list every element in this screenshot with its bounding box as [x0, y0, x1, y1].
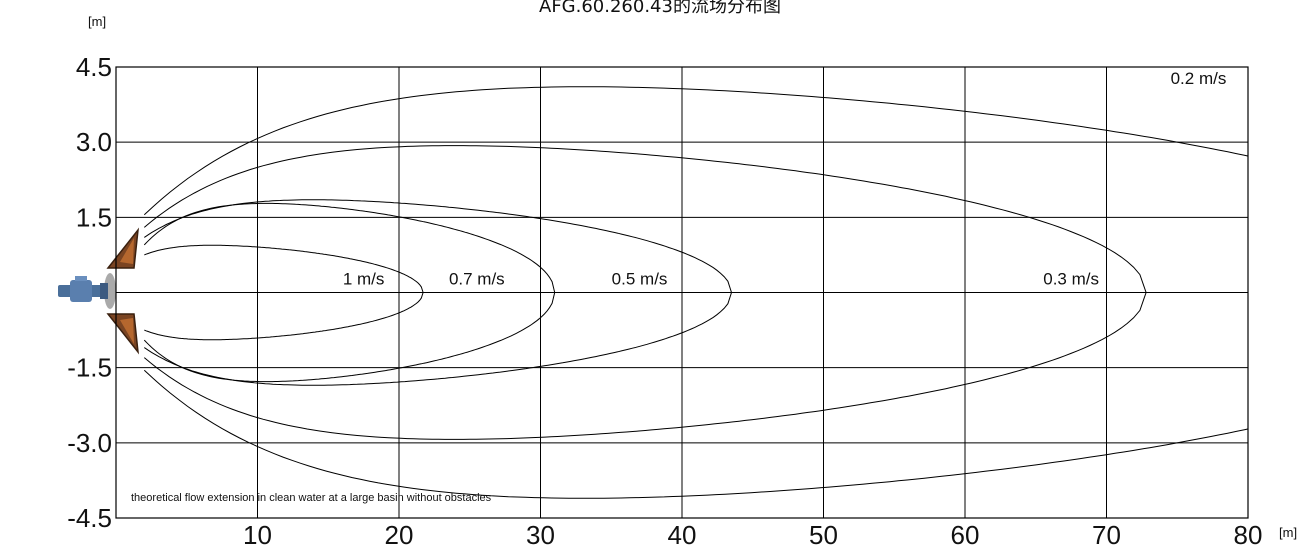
x-tick-label: 70	[1092, 520, 1121, 550]
contour-lines	[143, 86, 1248, 499]
x-tick-label: 50	[809, 520, 838, 550]
y-tick-label: -4.5	[67, 503, 112, 533]
grid	[116, 67, 1248, 518]
x-tick-label: 30	[526, 520, 555, 550]
x-tick-label: 40	[668, 520, 697, 550]
contour-label: 1 m/s	[343, 270, 385, 289]
contour-label: 0.2 m/s	[1171, 69, 1227, 88]
y-tick-label: -1.5	[67, 353, 112, 383]
contour-line	[143, 86, 1248, 499]
x-ticks: 10 20 30 40 50 60 70 80	[243, 520, 1262, 550]
contour-line	[143, 202, 556, 383]
contour-label: 0.7 m/s	[449, 270, 505, 289]
contour-line	[144, 199, 733, 386]
x-tick-label: 60	[951, 520, 980, 550]
contour-label: 0.5 m/s	[612, 270, 668, 289]
contour-label: 0.3 m/s	[1043, 270, 1099, 289]
plot-frame	[115, 66, 1249, 519]
y-tick-label: 4.5	[76, 52, 112, 82]
series-labels: 1 m/s 0.7 m/s 0.5 m/s 0.3 m/s 0.2 m/s	[343, 69, 1227, 288]
y-ticks: 4.5 3.0 1.5 -1.5 -3.0 -4.5	[67, 52, 112, 533]
chart-title: AFG.60.260.43的流场分布图	[539, 0, 781, 17]
y-axis-unit: [m]	[88, 14, 106, 29]
contour-line	[144, 244, 424, 341]
y-tick-label: 1.5	[76, 202, 112, 232]
x-tick-label: 10	[243, 520, 272, 550]
contour-line	[143, 145, 1147, 440]
x-tick-label: 80	[1234, 520, 1263, 550]
mixer-propeller-icon	[58, 227, 140, 355]
y-tick-label: -3.0	[67, 428, 112, 458]
x-axis-unit: [m]	[1279, 525, 1297, 540]
chart-note: theoretical flow extension in clean wate…	[131, 492, 492, 504]
x-tick-label: 20	[385, 520, 414, 550]
y-tick-label: 3.0	[76, 127, 112, 157]
